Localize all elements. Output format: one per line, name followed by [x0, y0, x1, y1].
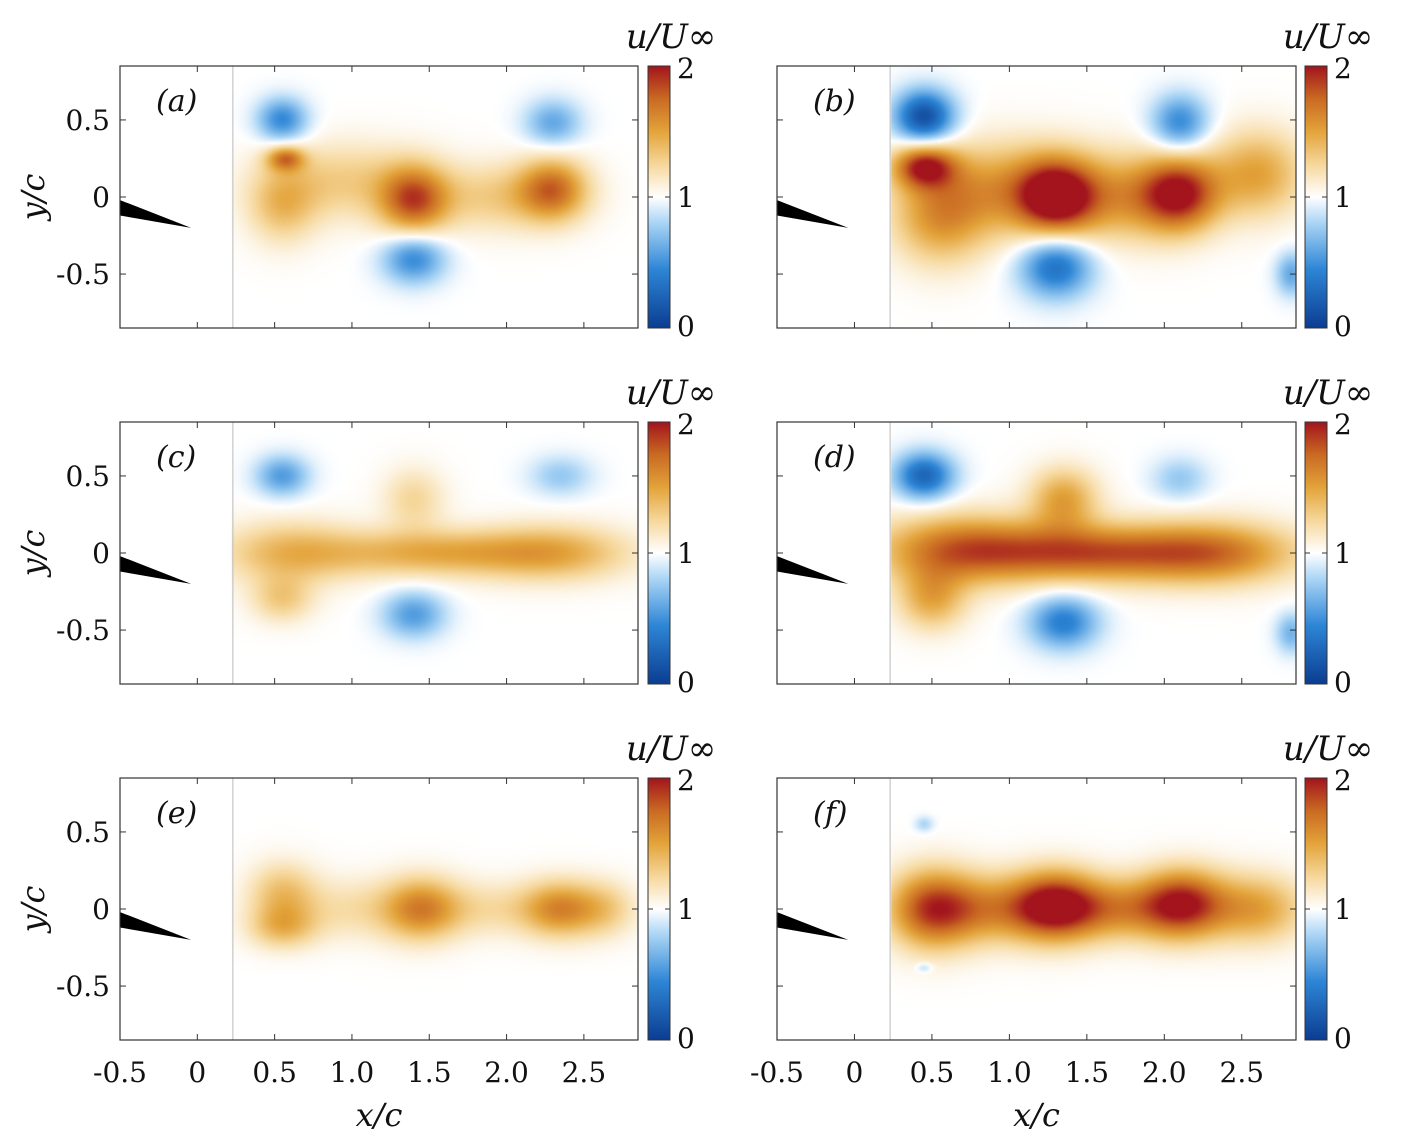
velocity-field: [777, 422, 1296, 684]
y-tick-label: 0.5: [65, 460, 110, 493]
colorbar-tick-label: 0: [1334, 666, 1352, 699]
airfoil-shape: [777, 200, 849, 228]
colorbar-label: u/U∞: [626, 17, 716, 57]
colorbar-tick-label: 1: [1334, 537, 1352, 570]
panel-label: (f): [813, 796, 848, 831]
y-tick-label: 0: [92, 537, 110, 570]
x-axis-label: x/c: [1013, 1096, 1060, 1134]
x-tick-label: 2.0: [484, 1056, 529, 1089]
colorbar: 0 1 2u/U∞: [626, 17, 716, 343]
panel-f: (f) -0.5 0 0.5 1.0 1.5 2.0 2.5 x/c 0 1 2u/U∞: [750, 729, 1373, 1134]
x-tick-label: 0: [188, 1056, 206, 1089]
x-tick-label: 1.0: [330, 1056, 375, 1089]
colorbar-tick-label: 0: [677, 666, 695, 699]
airfoil-shape: [777, 912, 849, 940]
y-tick-label: 0.5: [65, 104, 110, 137]
colorbar-tick-label: 2: [677, 52, 695, 85]
colorbar-label: u/U∞: [1283, 729, 1373, 769]
colorbar-tick-label: 1: [677, 181, 695, 214]
y-tick-label: 0.5: [65, 816, 110, 849]
panel-b: (b) 0 1 2u/U∞: [776, 17, 1373, 343]
x-tick-label: 1.5: [1065, 1056, 1110, 1089]
airfoil-shape: [120, 556, 192, 584]
colorbar: 0 1 2u/U∞: [626, 729, 716, 1055]
panel-label: (b): [813, 84, 856, 119]
colorbar: 0 1 2u/U∞: [626, 373, 716, 699]
y-tick-label: 0: [92, 181, 110, 214]
velocity-field: [777, 66, 1296, 328]
colorbar-tick-label: 1: [1334, 181, 1352, 214]
panel-a: (a) 0.5 0 -0.5 y/c 0 1 2u/U∞: [14, 17, 716, 343]
panel-label: (a): [156, 84, 197, 119]
x-axis-label: x/c: [356, 1096, 403, 1134]
colorbar-label: u/U∞: [1283, 17, 1373, 57]
velocity-field: [120, 778, 638, 1040]
y-tick-label: -0.5: [56, 970, 110, 1003]
x-tick-label: 1.0: [987, 1056, 1032, 1089]
airfoil-shape: [120, 200, 192, 228]
airfoil-shape: [120, 912, 192, 940]
y-axis-label: y/c: [14, 530, 52, 579]
x-tick-label: -0.5: [750, 1056, 804, 1089]
colorbar-tick-label: 0: [1334, 310, 1352, 343]
panel-label: (e): [156, 796, 197, 831]
colorbar: 0 1 2u/U∞: [1283, 17, 1373, 343]
velocity-field: [120, 66, 638, 328]
colorbar-label: u/U∞: [626, 729, 716, 769]
y-tick-label: 0: [92, 893, 110, 926]
y-axis-label: y/c: [14, 174, 52, 223]
panel-e: (e) 0.5 0 -0.5 y/c -0.5 0 0.5 1.0 1.5 2.0 2.5 x/c 0 1 2…: [14, 729, 716, 1134]
colorbar-tick-label: 0: [677, 310, 695, 343]
colorbar-tick-label: 2: [677, 764, 695, 797]
x-tick-label: -0.5: [93, 1056, 147, 1089]
colorbar-tick-label: 2: [1334, 408, 1352, 441]
panel-d: (d) 0 1 2u/U∞: [776, 373, 1373, 699]
panel-c: (c) 0.5 0 -0.5 y/c 0 1 2u/U∞: [14, 373, 716, 699]
colorbar-label: u/U∞: [626, 373, 716, 413]
velocity-field: [777, 778, 1296, 1040]
colorbar-tick-label: 1: [1334, 893, 1352, 926]
velocity-field: [120, 422, 638, 684]
colorbar: 0 1 2u/U∞: [1283, 373, 1373, 699]
x-tick-label: 0.5: [910, 1056, 955, 1089]
colorbar: 0 1 2u/U∞: [1283, 729, 1373, 1055]
y-axis-label: y/c: [14, 886, 52, 935]
x-tick-label: 1.5: [407, 1056, 452, 1089]
colorbar-tick-label: 0: [1334, 1022, 1352, 1055]
panel-label: (c): [156, 440, 196, 475]
x-tick-label: 0.5: [252, 1056, 297, 1089]
colorbar-label: u/U∞: [1283, 373, 1373, 413]
airfoil-shape: [777, 556, 849, 584]
x-tick-label: 2.0: [1142, 1056, 1187, 1089]
y-tick-label: -0.5: [56, 614, 110, 647]
colorbar-tick-label: 2: [677, 408, 695, 441]
colorbar-tick-label: 1: [677, 893, 695, 926]
colorbar-tick-label: 0: [677, 1022, 695, 1055]
colorbar-tick-label: 2: [1334, 764, 1352, 797]
x-tick-label: 0: [846, 1056, 864, 1089]
panel-label: (d): [813, 440, 856, 475]
colorbar-tick-label: 2: [1334, 52, 1352, 85]
colorbar-tick-label: 1: [677, 537, 695, 570]
x-tick-label: 2.5: [562, 1056, 607, 1089]
y-tick-label: -0.5: [56, 258, 110, 291]
x-tick-label: 2.5: [1220, 1056, 1265, 1089]
